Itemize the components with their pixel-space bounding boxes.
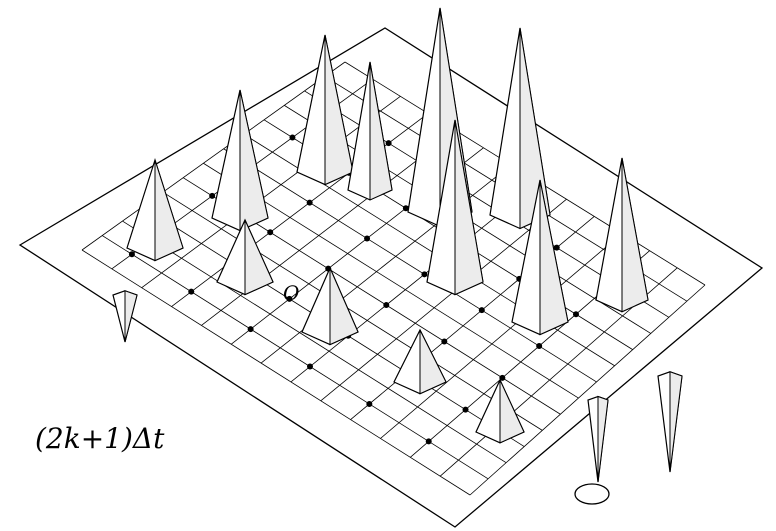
spike-shade — [369, 61, 393, 201]
grid-dot — [128, 251, 135, 258]
spike-shade — [244, 219, 274, 296]
grid-dot — [267, 229, 274, 236]
spike-shade — [329, 267, 359, 346]
spike-shade — [621, 157, 649, 313]
grid-dot — [188, 288, 195, 295]
grid-dot — [306, 363, 313, 370]
grid-line — [102, 235, 489, 480]
grid-line — [171, 113, 429, 307]
grid-line — [380, 233, 623, 439]
spikes — [112, 7, 683, 483]
origin-label: O — [283, 281, 299, 305]
spike-shade — [454, 119, 484, 296]
grid-line — [162, 191, 543, 431]
grid-dot — [441, 338, 448, 345]
grid-line — [320, 198, 567, 402]
grid-dot — [553, 244, 560, 251]
spike-shade — [239, 89, 269, 232]
marker-ellipse — [574, 483, 610, 505]
grid-line — [469, 284, 706, 496]
time-label: (2k+1)Δt — [35, 422, 165, 455]
grid-dot — [306, 199, 313, 206]
grid-dot — [209, 192, 216, 199]
spike-shade — [324, 34, 354, 186]
grid-dot — [247, 326, 254, 333]
grid-line — [122, 220, 507, 464]
spike-shade — [597, 395, 609, 483]
grid-dot — [421, 271, 428, 278]
grid-dot — [462, 406, 469, 413]
grid-dot — [286, 295, 293, 302]
grid-line — [223, 148, 597, 383]
outer-plane — [18, 27, 764, 528]
spike-shade — [539, 179, 569, 336]
grid-dot — [536, 343, 543, 350]
grid-dot — [385, 140, 392, 147]
spike-shade — [669, 371, 683, 473]
grid — [81, 61, 706, 496]
grid-dot — [572, 311, 579, 318]
grid-line — [141, 95, 401, 289]
grid-dot — [478, 307, 485, 314]
spike-shade — [124, 290, 138, 343]
grid-dot — [364, 235, 371, 242]
grid-dot — [499, 374, 506, 381]
spike-shade — [499, 379, 525, 444]
grid-line — [81, 249, 471, 496]
spike-shade — [419, 329, 447, 395]
grid-line — [81, 61, 346, 251]
grid-dot — [425, 438, 432, 445]
grid-dot — [402, 205, 409, 212]
grid-dot — [366, 400, 373, 407]
grid-dot — [383, 302, 390, 309]
spike-shade — [154, 159, 184, 262]
grid-line — [203, 162, 579, 399]
grid-dot — [289, 134, 296, 141]
